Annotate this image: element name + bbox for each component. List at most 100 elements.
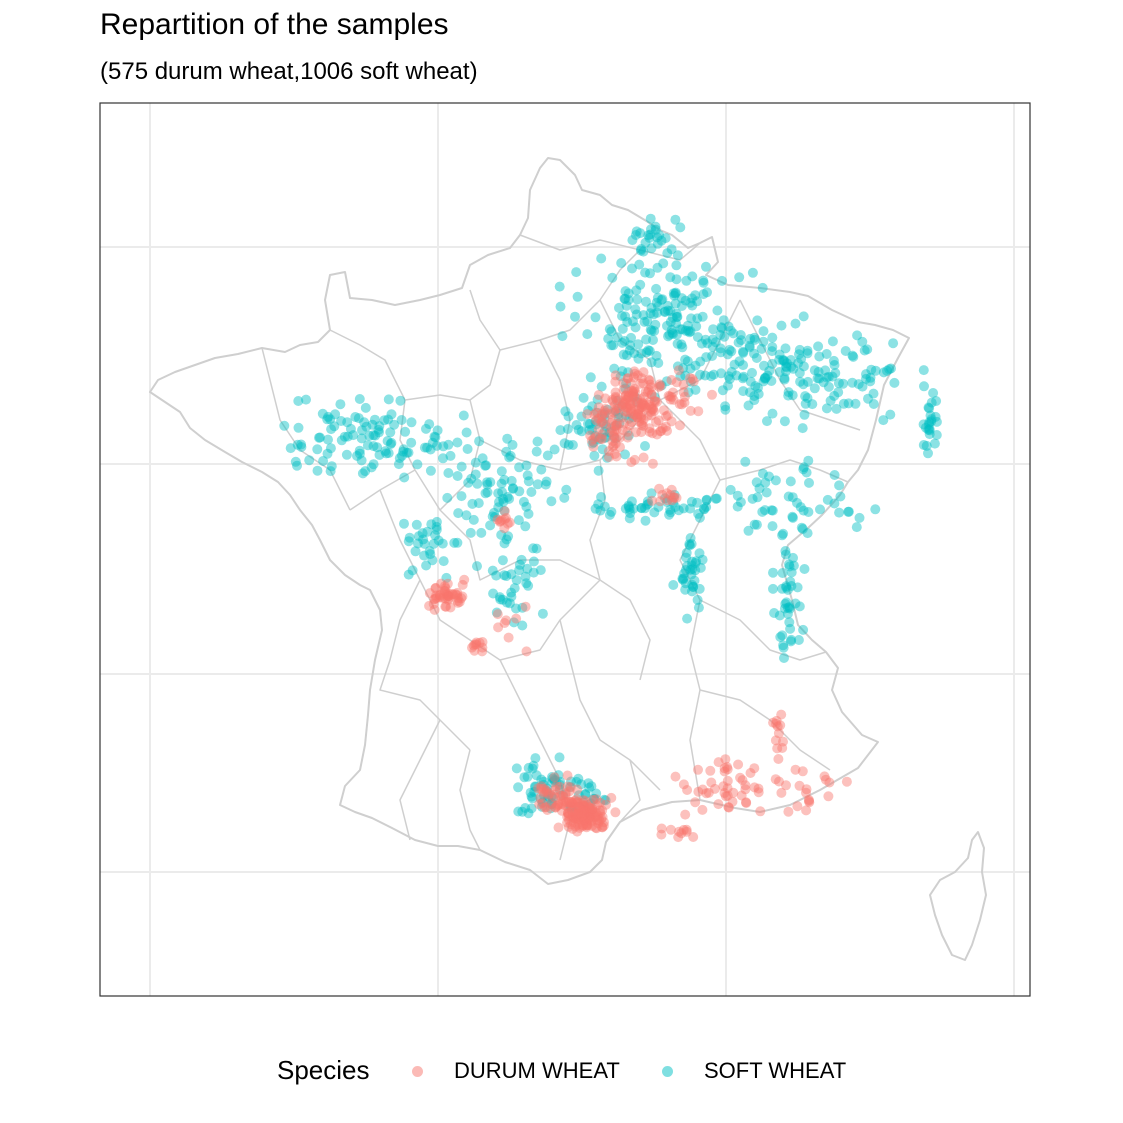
point-durum-wheat bbox=[656, 829, 667, 840]
point-soft-wheat bbox=[596, 253, 607, 264]
point-durum-wheat bbox=[705, 765, 716, 776]
point-durum-wheat bbox=[586, 815, 597, 826]
point-durum-wheat bbox=[722, 783, 733, 794]
point-soft-wheat bbox=[325, 443, 336, 454]
point-soft-wheat bbox=[628, 412, 639, 423]
point-soft-wheat bbox=[636, 503, 647, 513]
point-soft-wheat bbox=[527, 763, 538, 774]
point-durum-wheat bbox=[639, 392, 649, 402]
point-durum-wheat bbox=[562, 807, 573, 818]
point-soft-wheat bbox=[931, 430, 942, 440]
point-soft-wheat bbox=[557, 331, 568, 342]
point-soft-wheat bbox=[424, 546, 435, 556]
point-soft-wheat bbox=[931, 396, 942, 406]
point-durum-wheat bbox=[440, 593, 451, 604]
point-durum-wheat bbox=[666, 375, 677, 385]
point-soft-wheat bbox=[671, 260, 682, 271]
point-soft-wheat bbox=[566, 776, 576, 787]
point-soft-wheat bbox=[687, 586, 697, 597]
point-soft-wheat bbox=[809, 365, 820, 376]
point-soft-wheat bbox=[768, 567, 778, 578]
point-soft-wheat bbox=[461, 510, 472, 521]
point-soft-wheat bbox=[508, 483, 518, 494]
point-durum-wheat bbox=[471, 637, 482, 648]
point-soft-wheat bbox=[348, 430, 359, 441]
point-soft-wheat bbox=[716, 368, 727, 379]
point-soft-wheat bbox=[758, 326, 769, 337]
point-soft-wheat bbox=[642, 496, 653, 507]
point-soft-wheat bbox=[526, 487, 537, 497]
point-soft-wheat bbox=[781, 358, 792, 369]
point-durum-wheat bbox=[594, 805, 605, 816]
point-soft-wheat bbox=[476, 527, 487, 538]
point-soft-wheat bbox=[675, 324, 686, 335]
point-soft-wheat bbox=[645, 324, 656, 335]
point-durum-wheat bbox=[558, 791, 569, 802]
point-durum-wheat bbox=[753, 787, 764, 798]
point-soft-wheat bbox=[642, 316, 653, 327]
point-soft-wheat bbox=[660, 306, 671, 317]
point-durum-wheat bbox=[622, 407, 633, 418]
point-durum-wheat bbox=[629, 366, 640, 377]
point-durum-wheat bbox=[656, 823, 667, 834]
point-durum-wheat bbox=[504, 517, 515, 528]
point-soft-wheat bbox=[506, 569, 517, 580]
point-durum-wheat bbox=[494, 516, 505, 527]
point-durum-wheat bbox=[567, 823, 578, 834]
point-durum-wheat bbox=[562, 781, 573, 792]
point-soft-wheat bbox=[683, 387, 694, 398]
point-soft-wheat bbox=[604, 427, 615, 438]
legend-label-durum: DURUM WHEAT bbox=[454, 1058, 620, 1083]
point-durum-wheat bbox=[803, 794, 814, 805]
point-durum-wheat bbox=[613, 395, 624, 406]
point-durum-wheat bbox=[632, 397, 643, 408]
point-durum-wheat bbox=[434, 590, 445, 601]
point-durum-wheat bbox=[521, 646, 532, 657]
legend-key-soft bbox=[662, 1066, 673, 1077]
point-soft-wheat bbox=[760, 477, 771, 488]
point-soft-wheat bbox=[685, 503, 696, 514]
point-durum-wheat bbox=[567, 798, 578, 809]
point-soft-wheat bbox=[538, 779, 549, 790]
point-durum-wheat bbox=[707, 389, 717, 400]
point-soft-wheat bbox=[926, 397, 937, 408]
point-soft-wheat bbox=[599, 409, 610, 420]
point-soft-wheat bbox=[751, 519, 762, 530]
point-durum-wheat bbox=[580, 805, 591, 816]
point-durum-wheat bbox=[606, 423, 616, 434]
point-soft-wheat bbox=[857, 336, 868, 347]
point-durum-wheat bbox=[770, 774, 781, 785]
point-soft-wheat bbox=[565, 802, 576, 813]
point-soft-wheat bbox=[566, 801, 577, 812]
point-durum-wheat bbox=[630, 386, 641, 397]
point-soft-wheat bbox=[671, 308, 682, 319]
point-soft-wheat bbox=[695, 369, 706, 380]
point-soft-wheat bbox=[571, 267, 582, 278]
point-soft-wheat bbox=[583, 778, 594, 789]
point-durum-wheat bbox=[755, 806, 766, 817]
point-soft-wheat bbox=[517, 620, 528, 631]
point-durum-wheat bbox=[778, 736, 788, 747]
point-soft-wheat bbox=[449, 537, 460, 548]
point-durum-wheat bbox=[581, 820, 592, 831]
region-border bbox=[404, 289, 501, 401]
point-soft-wheat bbox=[678, 503, 689, 514]
point-durum-wheat bbox=[571, 794, 582, 804]
point-soft-wheat bbox=[373, 424, 384, 435]
point-soft-wheat bbox=[354, 445, 365, 456]
point-durum-wheat bbox=[638, 400, 649, 410]
point-durum-wheat bbox=[644, 396, 655, 407]
point-durum-wheat bbox=[573, 814, 584, 825]
point-durum-wheat bbox=[636, 402, 647, 413]
point-soft-wheat bbox=[650, 221, 661, 232]
point-soft-wheat bbox=[794, 344, 805, 355]
point-soft-wheat bbox=[631, 309, 642, 320]
point-durum-wheat bbox=[553, 822, 564, 833]
point-soft-wheat bbox=[645, 229, 656, 240]
point-soft-wheat bbox=[497, 555, 508, 566]
point-soft-wheat bbox=[587, 424, 597, 435]
point-durum-wheat bbox=[570, 813, 581, 824]
point-soft-wheat bbox=[514, 462, 525, 473]
region-border bbox=[539, 339, 571, 471]
point-soft-wheat bbox=[668, 580, 679, 590]
